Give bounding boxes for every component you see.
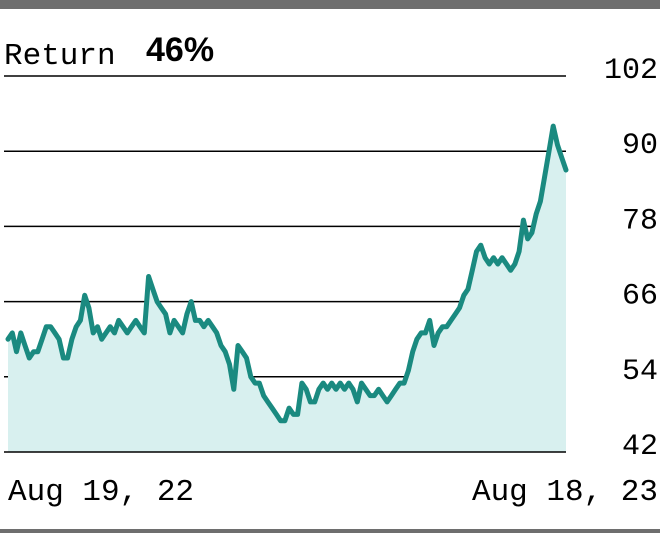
- y-tick-label: 90: [622, 129, 658, 163]
- y-tick-label: 42: [622, 430, 658, 464]
- y-tick-label: 54: [622, 355, 658, 389]
- series-area: [8, 126, 566, 452]
- x-label-end: Aug 18, 23: [472, 475, 658, 510]
- chart-title-label: Return: [4, 39, 116, 74]
- y-tick-label: 66: [622, 280, 658, 314]
- chart-title-value: 46%: [146, 31, 214, 69]
- top-rule: [0, 0, 660, 9]
- bottom-rule: [0, 529, 660, 533]
- series-line: [5, 123, 569, 424]
- y-tick-label: 78: [622, 204, 658, 238]
- y-tick-label: 102: [604, 54, 658, 88]
- y-tick-labels: 102 90 78 66 54 42: [604, 54, 658, 464]
- x-label-start: Aug 19, 22: [8, 475, 194, 510]
